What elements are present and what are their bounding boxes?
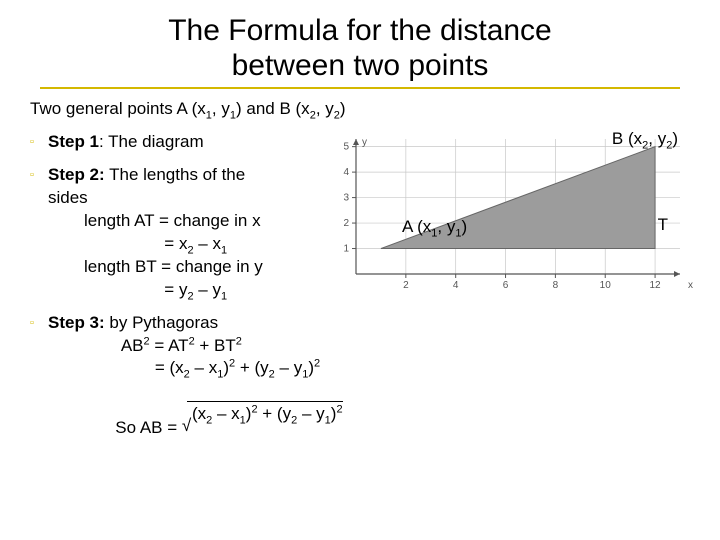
svg-text:1: 1	[343, 244, 349, 255]
sqrt-bar: (x2 – x1)2 + (y2 – y1)2	[187, 401, 342, 426]
svg-text:3: 3	[343, 193, 349, 204]
body: 2468101212345xy B (x2, y2) A (x1, y1) T …	[30, 131, 690, 463]
svg-text:x: x	[688, 280, 693, 291]
eq-row: = y2 – y1	[84, 279, 340, 302]
bullet-icon: ▫	[30, 312, 48, 464]
lbl-seg: T	[658, 215, 668, 234]
title-underline	[40, 87, 680, 89]
svg-text:y: y	[362, 137, 367, 148]
intro-seg: )	[340, 99, 346, 118]
eq-row: AB2 = AT2 + BT2	[84, 335, 690, 358]
lbl-seg: , y	[648, 129, 666, 148]
point-b-label: B (x2, y2)	[612, 129, 678, 149]
lbl-seg: , y	[437, 217, 455, 236]
bullet-icon: ▫	[30, 131, 48, 154]
chart-region: 2468101212345xy	[328, 131, 698, 321]
svg-text:4: 4	[343, 167, 349, 178]
point-t-label: T	[658, 215, 668, 235]
step-desc: by Pythagoras	[105, 313, 218, 332]
intro-seg: , y	[316, 99, 334, 118]
step-label: Step 2:	[48, 165, 105, 184]
step-label: Step 1	[48, 132, 99, 151]
svg-text:6: 6	[503, 280, 509, 291]
intro-seg: Two general points A (x	[30, 99, 206, 118]
svg-text:10: 10	[600, 280, 612, 291]
title-line-1: The Formula for the distance	[168, 14, 552, 47]
svg-text:12: 12	[650, 280, 662, 291]
eq-row: = (x2 – x1)2 + (y2 – y1)2	[84, 357, 690, 380]
step-desc: : The diagram	[99, 132, 204, 151]
svg-text:5: 5	[343, 142, 349, 153]
step-desc: sides	[48, 188, 88, 207]
svg-text:2: 2	[343, 218, 349, 229]
eq-row: length BT = change in y	[84, 256, 340, 279]
intro-text: Two general points A (x1, y1) and B (x2,…	[30, 99, 690, 119]
intro-seg: , y	[212, 99, 230, 118]
svg-text:4: 4	[453, 280, 459, 291]
step-3: ▫ Step 3: by Pythagoras AB2 = AT2 + BT2 …	[30, 312, 690, 464]
eq-block: length AT = change in x = x2 – x1 length…	[48, 210, 340, 302]
eq-final: So AB = √ (x2 – x1)2 + (y2 – y1)2	[48, 392, 690, 463]
step-2-text: Step 2: The lengths of the sides length …	[48, 164, 340, 302]
step-label: Step 3:	[48, 313, 105, 332]
slide: The Formula for the distance between two…	[0, 0, 720, 540]
slide-title: The Formula for the distance between two…	[30, 14, 690, 83]
lbl-seg: )	[672, 129, 678, 148]
bullet-icon: ▫	[30, 164, 48, 302]
lbl-seg: A (x	[402, 217, 431, 236]
step-2: ▫ Step 2: The lengths of the sides lengt…	[30, 164, 340, 302]
intro-seg: ) and B (x	[236, 99, 310, 118]
eq-row: = x2 – x1	[84, 233, 340, 256]
lbl-seg: )	[462, 217, 468, 236]
svg-text:8: 8	[553, 280, 559, 291]
lbl-seg: B (x	[612, 129, 642, 148]
title-line-2: between two points	[232, 49, 489, 82]
eq-row: length AT = change in x	[84, 210, 340, 233]
point-a-label: A (x1, y1)	[402, 217, 467, 237]
svg-text:2: 2	[403, 280, 409, 291]
eq-block: AB2 = AT2 + BT2 = (x2 – x1)2 + (y2 – y1)…	[48, 335, 690, 381]
step-3-text: Step 3: by Pythagoras AB2 = AT2 + BT2 = …	[48, 312, 690, 464]
step-desc: The lengths of the	[105, 165, 246, 184]
distance-chart: 2468101212345xy	[328, 131, 698, 296]
